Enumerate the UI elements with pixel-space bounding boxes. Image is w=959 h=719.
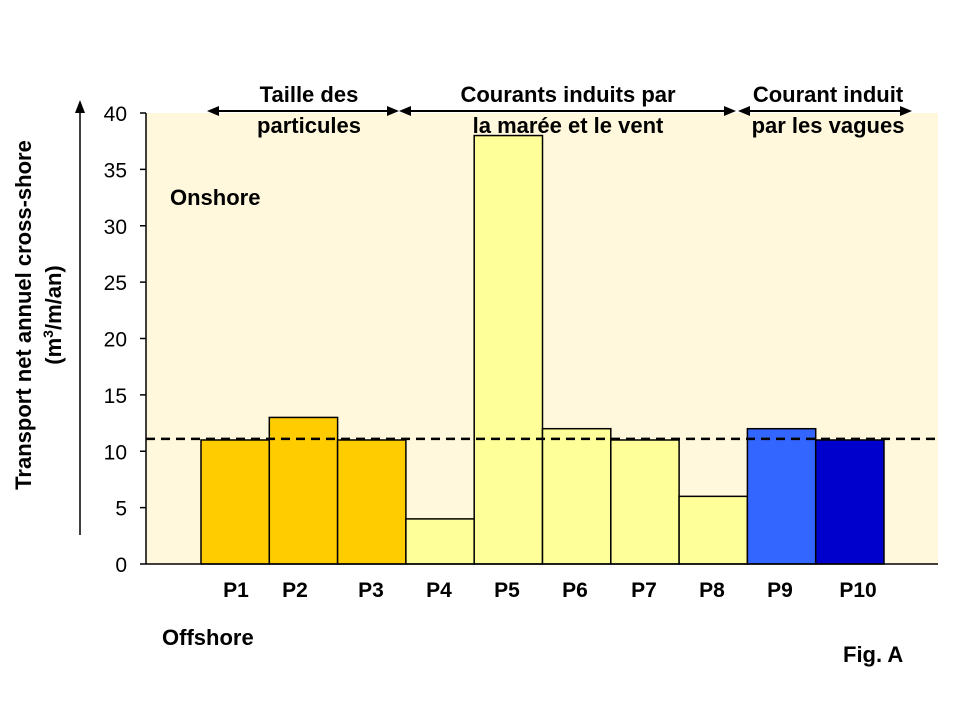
x-labels-group: P1 P2 P3 P4 P5 P6 P7 P8 P9 P10: [223, 579, 877, 602]
x-tick-label-p8: P8: [699, 579, 725, 602]
y-tick-label: 40: [104, 103, 127, 126]
bar-p2: [268, 416, 339, 565]
y-axis-arrowhead: [75, 100, 85, 113]
x-tick-label-p1: P1: [223, 579, 249, 602]
bar-p4: [405, 518, 475, 565]
bar-p10: [814, 439, 885, 565]
bar-p6: [541, 427, 612, 565]
x-tick-label-p7: P7: [631, 579, 657, 602]
y-tick-label: 30: [104, 216, 127, 239]
bar-p9: [746, 427, 817, 565]
y-ticks-group: 0 5 10 15 20 25 30 35 40: [104, 103, 146, 577]
y-tick-label: 5: [115, 498, 127, 521]
bar-p3: [336, 439, 407, 565]
x-tick-label-p6: P6: [562, 579, 588, 602]
bar-p1: [200, 439, 271, 565]
offshore-label: Offshore: [162, 625, 254, 650]
y-axis-label-line2: (m3/m/an): [40, 265, 66, 364]
y-axis-label-superscript: 3: [40, 330, 56, 338]
group-1-label-line1: Taille des: [260, 82, 359, 107]
y-tick-label: 20: [104, 329, 127, 352]
y-tick-label: 25: [104, 272, 127, 295]
group-1-label-line2: particules: [257, 113, 361, 138]
bars-group: [200, 134, 885, 565]
x-tick-label-p5: P5: [494, 579, 520, 602]
x-tick-label-p4: P4: [426, 579, 452, 602]
figure-label: Fig. A: [843, 642, 903, 667]
y-tick-label: 35: [104, 159, 127, 182]
x-tick-label-p10: P10: [839, 579, 876, 602]
group-3-label-line1: Courant induit: [753, 82, 904, 107]
y-axis-label-line1: Transport net annuel cross-shore: [11, 140, 36, 490]
group-2-label-line1: Courants induits par: [460, 82, 676, 107]
y-tick-label: 10: [104, 441, 127, 464]
group-arrows: [207, 106, 912, 116]
bar-p5: [473, 134, 544, 565]
x-tick-label-p9: P9: [767, 579, 793, 602]
bar-p7: [610, 439, 680, 565]
bar-p8: [678, 495, 749, 565]
group-3-label-line2: par les vagues: [752, 113, 905, 138]
x-tick-label-p2: P2: [282, 579, 308, 602]
group-2-label-line2: la marée et le vent: [473, 113, 664, 138]
y-tick-label: 0: [115, 554, 127, 577]
x-tick-label-p3: P3: [358, 579, 384, 602]
y-tick-label: 15: [104, 385, 127, 408]
onshore-label: Onshore: [170, 185, 260, 210]
